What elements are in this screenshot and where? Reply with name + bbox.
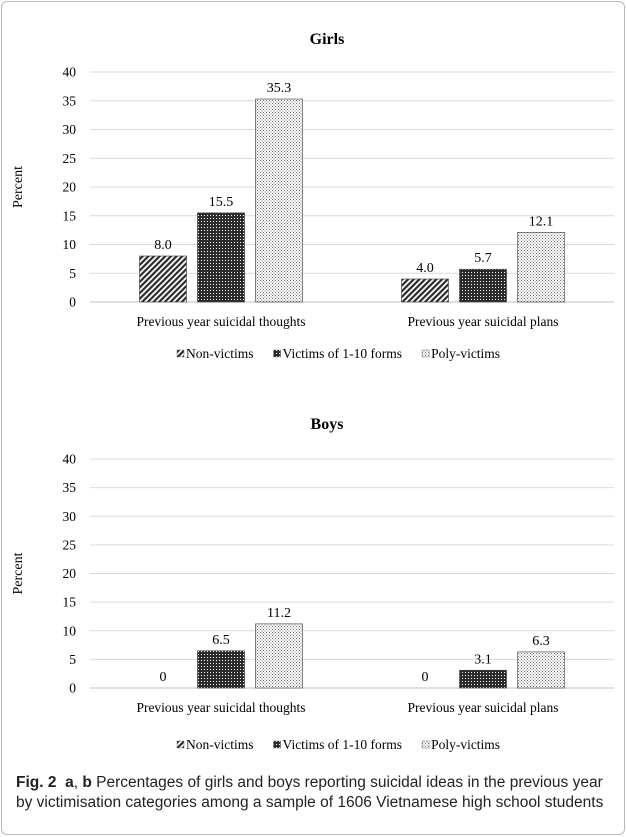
legend-entry: Poly-victims [431, 737, 500, 752]
y-axis-label: Percent [11, 166, 26, 208]
figure-caption: Fig. 2 a, b Percentages of girls and boy… [16, 773, 616, 813]
legend-swatch [421, 740, 430, 749]
data-label: 8.0 [154, 238, 172, 253]
caption-panel-a: a [65, 774, 74, 791]
legend-entry: Non-victims [186, 346, 254, 361]
y-tick-label: 15 [63, 595, 77, 610]
y-tick-label: 20 [63, 566, 77, 581]
caption-text: Percentages of girls and boys reporting … [16, 774, 604, 811]
bar [255, 98, 303, 303]
data-label: 0 [160, 670, 167, 685]
y-tick-label: 5 [69, 652, 76, 667]
y-tick-label: 35 [63, 480, 77, 495]
x-category-label: Previous year suicidal thoughts [136, 314, 305, 329]
x-category-label: Previous year suicidal thoughts [136, 700, 305, 715]
bar [255, 623, 303, 689]
y-tick-label: 15 [63, 208, 77, 223]
legend-swatch [421, 349, 430, 358]
y-tick-label: 5 [69, 266, 76, 281]
y-tick-label: 30 [63, 122, 77, 137]
legend-entry: Victims of 1-10 forms [283, 737, 403, 752]
legend: Non-victims Victims of 1-10 forms Poly-vic… [176, 737, 500, 752]
bar [517, 232, 565, 303]
y-tick-label: 40 [63, 452, 77, 467]
data-label: 4.0 [416, 261, 434, 276]
legend-entry: Poly-victims [431, 346, 500, 361]
legend-entry: Victims of 1-10 forms [283, 346, 403, 361]
y-tick-label: 35 [63, 93, 77, 108]
data-label: 15.5 [209, 195, 234, 210]
y-tick-label: 20 [63, 180, 77, 195]
data-label: 6.3 [532, 634, 550, 649]
y-axis-label: Percent [11, 552, 26, 594]
y-tick-label: 10 [63, 237, 77, 252]
y-tick-label: 0 [69, 295, 76, 310]
legend-swatch [176, 349, 185, 358]
y-tick-label: 0 [69, 681, 76, 696]
legend-swatch [176, 740, 185, 749]
data-label: 11.2 [267, 606, 291, 621]
x-category-label: Previous year suicidal plans [407, 700, 558, 715]
y-tick-label: 40 [63, 65, 77, 80]
caption-separator: , [73, 774, 79, 791]
legend-entry: Non-victims [186, 737, 254, 752]
data-label: 6.5 [212, 633, 230, 648]
y-tick-label: 25 [63, 537, 77, 552]
legend-swatch [273, 740, 281, 749]
data-label: 12.1 [529, 214, 554, 229]
data-label: 35.3 [267, 81, 292, 96]
data-label: 0 [422, 670, 429, 685]
boys-chart: Boys 0 5 10 15 20 25 30 35 40 Percent 0 6.5 11.2 Previ… [11, 416, 614, 752]
chart-title: Girls [310, 31, 345, 48]
bar [517, 651, 565, 689]
y-tick-label: 25 [63, 151, 77, 166]
legend-swatch [273, 349, 281, 358]
caption-label: Fig. 2 [16, 774, 57, 791]
caption-panel-b: b [82, 774, 92, 791]
x-category-label: Previous year suicidal plans [407, 314, 558, 329]
y-tick-label: 30 [63, 509, 77, 524]
legend: Non-victims Victims of 1-10 forms Poly-vic… [176, 346, 500, 361]
bar [197, 212, 245, 303]
bar [139, 255, 187, 303]
bar [459, 669, 507, 689]
bar [459, 268, 507, 303]
data-label: 3.1 [474, 652, 492, 667]
data-label: 5.7 [474, 251, 492, 266]
bar [197, 650, 245, 689]
girls-chart: Girls 0 5 10 15 20 25 30 35 40 Percent 8.0 15.5 35.3 P… [11, 31, 614, 361]
chart-title: Boys [311, 416, 344, 433]
bar [401, 278, 449, 303]
y-tick-label: 10 [63, 623, 77, 638]
